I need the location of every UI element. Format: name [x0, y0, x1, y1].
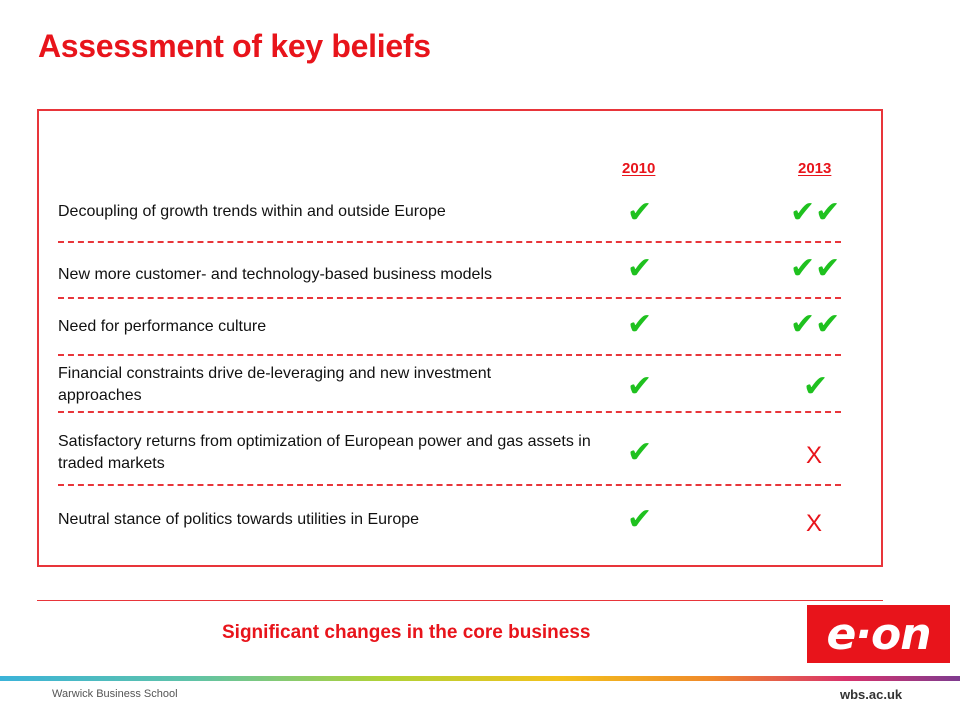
eon-logo: e·on [807, 605, 950, 663]
belief-row-label: Need for performance culture [58, 318, 267, 335]
section-separator [37, 600, 883, 601]
column-header-2013: 2013 [798, 160, 832, 177]
double-check-icon: ✔✔ [790, 195, 841, 230]
footer-site-url: wbs.ac.uk [840, 687, 903, 702]
double-check-icon: ✔✔ [790, 251, 841, 286]
eon-logo-text: e·on [826, 608, 931, 660]
belief-row-label: Decoupling of growth trends within and o… [58, 203, 446, 220]
color-stripe [0, 676, 960, 681]
summary-text: Significant changes in the core business [222, 622, 591, 643]
belief-row-label: Neutral stance of politics towards utili… [58, 511, 420, 528]
beliefs-table-frame [37, 109, 883, 567]
cross-icon: X [806, 510, 823, 537]
footer-school-name: Warwick Business School [52, 688, 178, 700]
check-icon: ✔ [627, 307, 653, 342]
row-divider [58, 411, 841, 413]
row-divider [58, 354, 841, 356]
cross-icon: X [806, 442, 823, 469]
belief-row-label: Satisfactory returns from optimization o… [58, 433, 591, 472]
check-icon: ✔ [803, 369, 829, 404]
row-divider [58, 241, 841, 243]
slide-title: Assessment of key beliefs [38, 28, 431, 64]
double-check-icon: ✔✔ [790, 307, 841, 342]
check-icon: ✔ [627, 435, 653, 470]
row-divider [58, 297, 841, 299]
check-icon: ✔ [627, 369, 653, 404]
belief-row-label: New more customer- and technology-based … [58, 266, 492, 283]
column-header-2010: 2010 [622, 160, 656, 177]
row-divider [58, 484, 841, 486]
check-icon: ✔ [627, 195, 653, 230]
check-icon: ✔ [627, 251, 653, 286]
belief-row-label: Financial constraints drive de-leveragin… [58, 365, 492, 404]
check-icon: ✔ [627, 502, 653, 537]
